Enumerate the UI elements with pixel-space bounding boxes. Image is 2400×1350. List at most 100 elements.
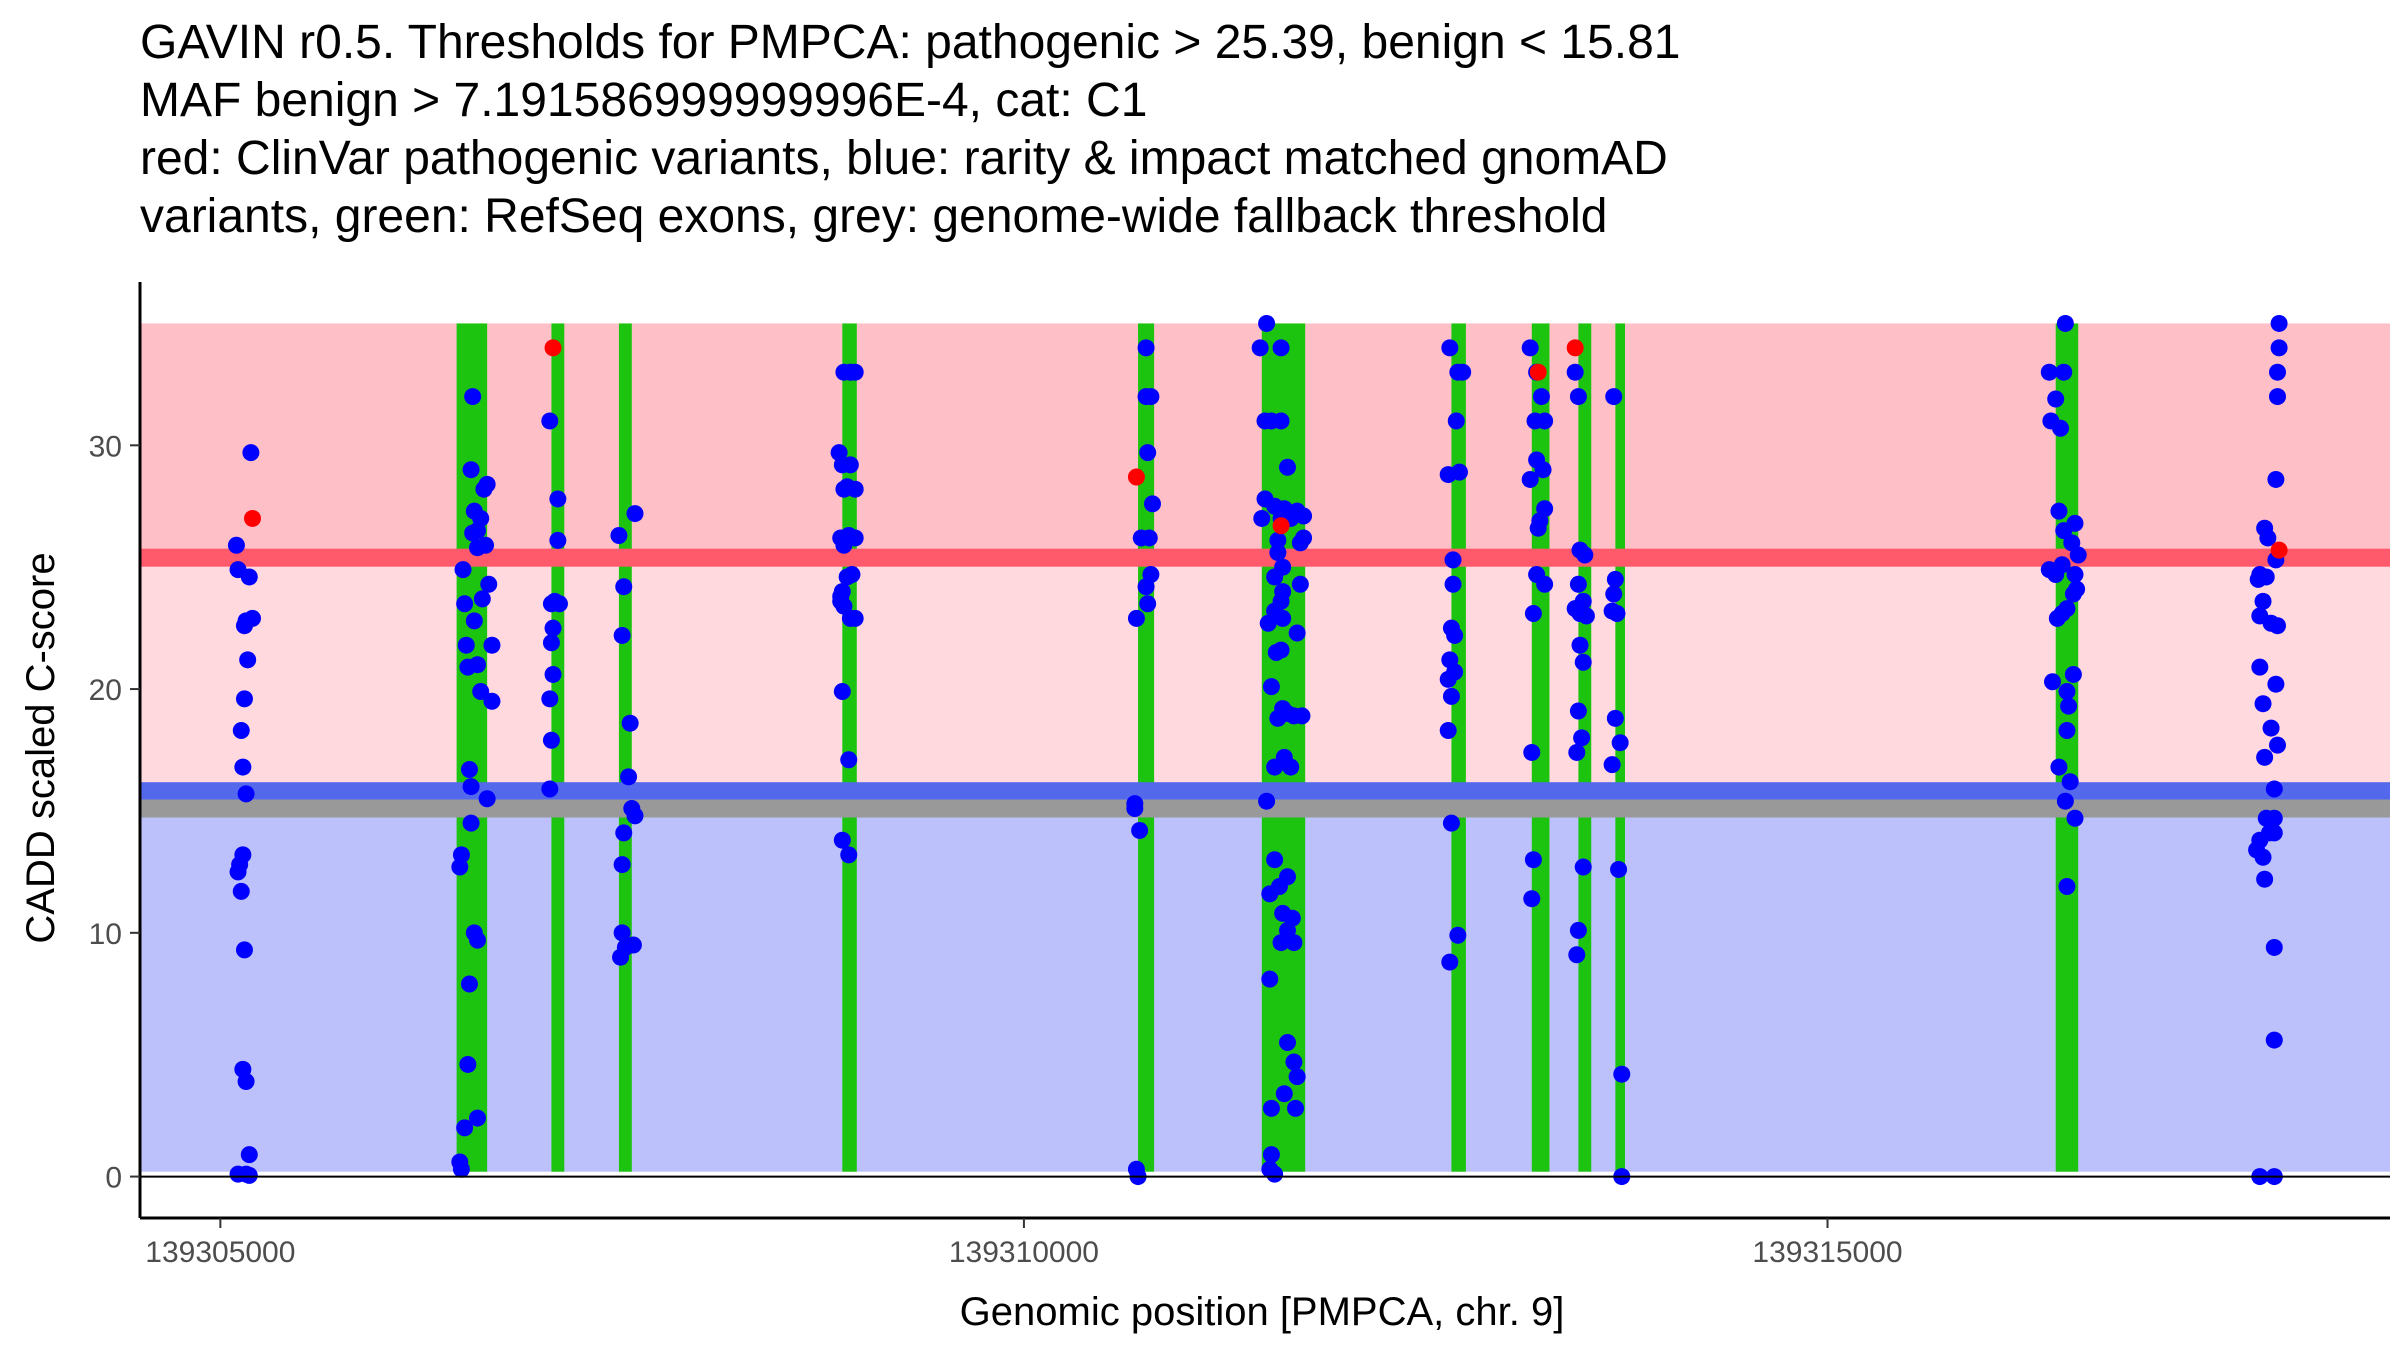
gnomad-variant-point (2269, 363, 2286, 381)
gnomad-variant-point (613, 924, 631, 942)
gnomad-variant-point (542, 634, 560, 652)
gnomad-variant-point (464, 524, 482, 542)
gnomad-variant-point (459, 1055, 477, 1073)
y-tick-label: 20 (89, 674, 122, 707)
gnomad-variant-point (1449, 926, 1467, 944)
gnomad-variant-point (1269, 544, 1287, 562)
gnomad-variant-point (1258, 314, 1276, 332)
gnomad-variant-point (1574, 858, 1592, 876)
gnomad-variant-point (1131, 821, 1149, 839)
gnomad-variant-point (2058, 683, 2076, 700)
gnomad-variant-point (615, 824, 633, 842)
gnomad-variant-point (1269, 531, 1287, 549)
gnomad-variant-point (1608, 605, 1626, 622)
gnomad-variant-point (1569, 921, 1587, 939)
gnomad-variant-point (464, 388, 482, 406)
gnomad-variant-point (1139, 595, 1157, 613)
gnomad-variant-point (2047, 390, 2065, 408)
gnomad-variant-point (1605, 388, 1623, 406)
gnomad-variant-point (1450, 463, 1468, 481)
gnomad-variant-point (1288, 1068, 1306, 1086)
gnomad-variant-point (483, 636, 501, 654)
gnomad-variant-point (240, 1146, 258, 1164)
gnomad-variant-point (1534, 461, 1552, 479)
gnomad-variant-point (1606, 570, 1624, 588)
gnomad-variant-point (1447, 412, 1465, 430)
clinvar-variant-point (1272, 517, 1290, 535)
gnomad-variant-point (1291, 575, 1309, 593)
gnomad-variant-point (2052, 419, 2070, 437)
gnomad-variant-point (2066, 514, 2084, 532)
gnomad-variant-point (2269, 388, 2286, 406)
gnomad-variant-point (1446, 626, 1464, 644)
gnomad-variant-point (1605, 585, 1623, 603)
gnomad-variant-point (2044, 673, 2061, 691)
gnomad-variant-point (483, 692, 501, 710)
gnomad-variant-point (1137, 339, 1155, 357)
gnomad-variant-point (235, 941, 253, 959)
gnomad-variant-point (1258, 792, 1276, 810)
gnomad-variant-point (615, 578, 633, 596)
gnomad-variant-point (2053, 556, 2071, 574)
gnomad-variant-point (469, 656, 486, 674)
gnomad-variant-point (1523, 890, 1541, 908)
gnomad-variant-point (232, 882, 250, 900)
gnomad-variant-point (1272, 412, 1290, 430)
gnomad-variant-point (234, 758, 252, 776)
gnomad-variant-point (2055, 363, 2073, 381)
pathogenic-threshold-line (140, 548, 2390, 567)
gnomad-variant-point (472, 683, 490, 700)
gnomad-variant-point (1279, 458, 1296, 476)
gnomad-variant-point (621, 714, 639, 732)
gnomad-variant-point (1444, 551, 1462, 569)
gnomad-variant-point (1532, 388, 1550, 406)
gnomad-variant-point (832, 592, 850, 610)
gnomad-variant-point (1568, 946, 1586, 964)
gnomad-variant-point (2068, 580, 2086, 598)
gnomad-variant-point (1288, 624, 1306, 642)
x-tick-label: 139305000 (145, 1236, 295, 1269)
gnomad-variant-point (456, 1119, 474, 1137)
title-line-1: GAVIN r0.5. Thresholds for PMPCA: pathog… (140, 16, 1681, 69)
gnomad-variant-point (244, 609, 261, 627)
gnomad-variant-point (2254, 848, 2272, 866)
y-axis-label: CADD scaled C-score (19, 552, 63, 943)
gnomad-variant-point (235, 690, 253, 708)
gnomad-variant-point (1444, 575, 1462, 593)
gnomad-variant-point (1253, 509, 1271, 527)
title-line-4: variants, green: RefSeq exons, grey: gen… (140, 190, 1608, 243)
gnomad-variant-point (2269, 736, 2286, 754)
gnomad-variant-point (2265, 780, 2283, 798)
gnomad-variant-point (460, 761, 478, 778)
gnomad-variant-point (2251, 658, 2269, 676)
gnomad-variant-point (1521, 470, 1539, 488)
gnomad-variant-point (1569, 702, 1587, 720)
gnomad-variant-point (1442, 814, 1460, 832)
gnomad-variant-point (1521, 339, 1539, 357)
variant-points (227, 314, 2288, 1186)
gnomad-variant-point (1262, 1099, 1280, 1117)
gnomad-variant-point (1574, 653, 1592, 671)
gnomad-variant-point (2040, 363, 2058, 381)
gnomad-variant-point (1126, 800, 1144, 817)
gnomad-variant-point (1142, 388, 1160, 406)
gnomad-variant-point (2267, 470, 2285, 488)
gnomad-variant-point (1569, 388, 1587, 406)
gnomad-variant-point (229, 863, 247, 881)
clinvar-variant-point (244, 509, 261, 527)
gnomad-variant-point (240, 568, 258, 586)
gnomad-variant-point (833, 831, 851, 849)
gnomad-variant-point (469, 1109, 486, 1127)
gnomad-variant-point (456, 595, 474, 613)
gnomad-variant-point (2262, 719, 2280, 737)
gnomad-variant-point (1613, 1065, 1631, 1083)
gnomad-variant-point (478, 475, 496, 493)
gnomad-variant-point (1272, 339, 1290, 357)
gnomad-variant-point (1142, 566, 1160, 583)
clinvar-variant-point (1566, 339, 1584, 357)
gnomad-variant-point (613, 626, 631, 644)
gnomad-variant-point (1454, 363, 1472, 381)
gnomad-variant-point (1611, 734, 1629, 752)
gnomad-variant-point (1568, 743, 1586, 761)
